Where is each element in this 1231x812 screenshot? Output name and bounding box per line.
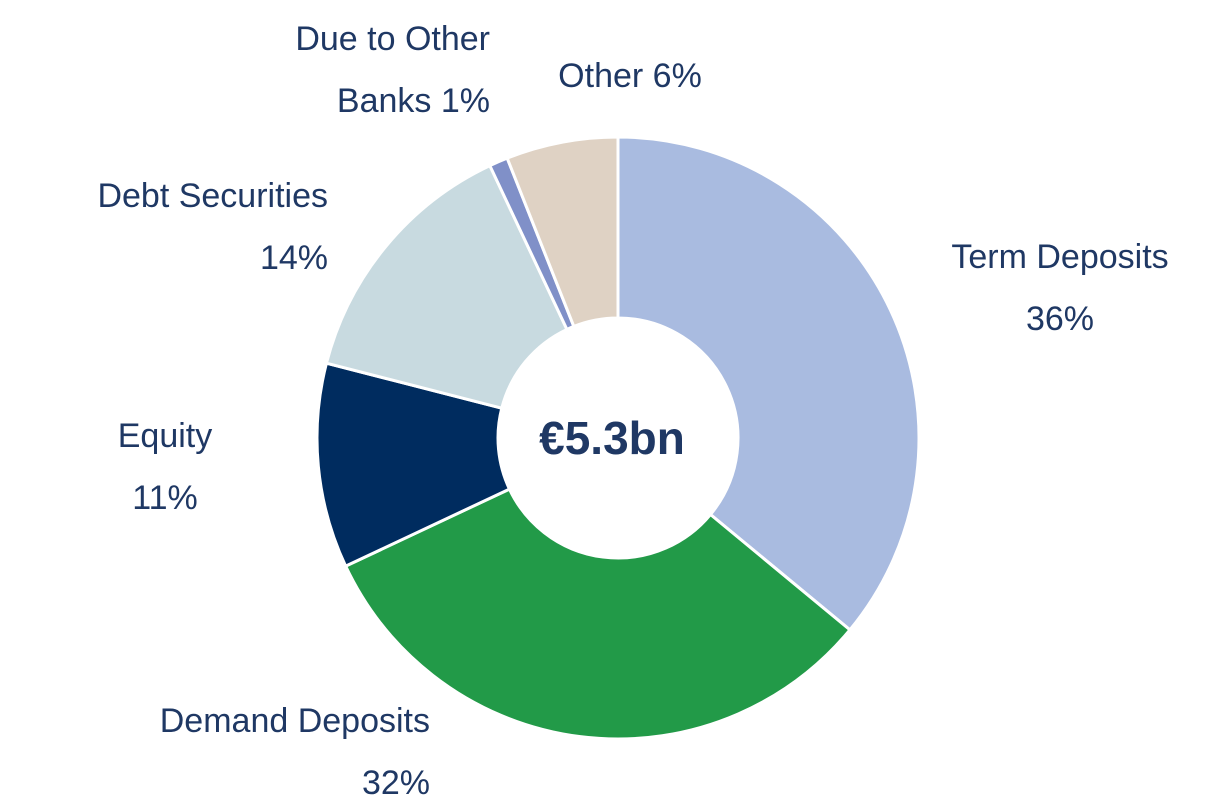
- value-label: 14%: [259, 239, 328, 277]
- category-label: Debt Securities: [97, 177, 328, 215]
- category-label: Due to Other Banks: [295, 20, 490, 120]
- slice-label: Demand Deposits 32%: [60, 690, 430, 812]
- value-label: 11%: [132, 479, 198, 517]
- value-label: 1%: [440, 82, 490, 120]
- center-label: €5.3bn: [539, 412, 685, 464]
- value-label: 6%: [652, 57, 702, 95]
- category-label: Demand Deposits: [159, 702, 430, 740]
- category-label: Other: [558, 57, 644, 95]
- category-label: Term Deposits: [951, 238, 1169, 276]
- slice-label: Debt Securities 14%: [10, 165, 328, 289]
- slice: [505, 135, 620, 329]
- slice-label: Other 6%: [530, 45, 730, 107]
- slice: [616, 135, 921, 632]
- slice-label: Equity 11%: [40, 405, 290, 529]
- category-label: Equity: [117, 417, 213, 455]
- value-label: 36%: [1025, 300, 1095, 338]
- value-label: 32%: [361, 764, 430, 802]
- slice: [343, 487, 853, 741]
- slice-label: Term Deposits 36%: [900, 226, 1220, 350]
- slice: [315, 361, 512, 569]
- slice: [324, 163, 569, 410]
- slice-label: Due to Other Banks 1%: [230, 8, 490, 132]
